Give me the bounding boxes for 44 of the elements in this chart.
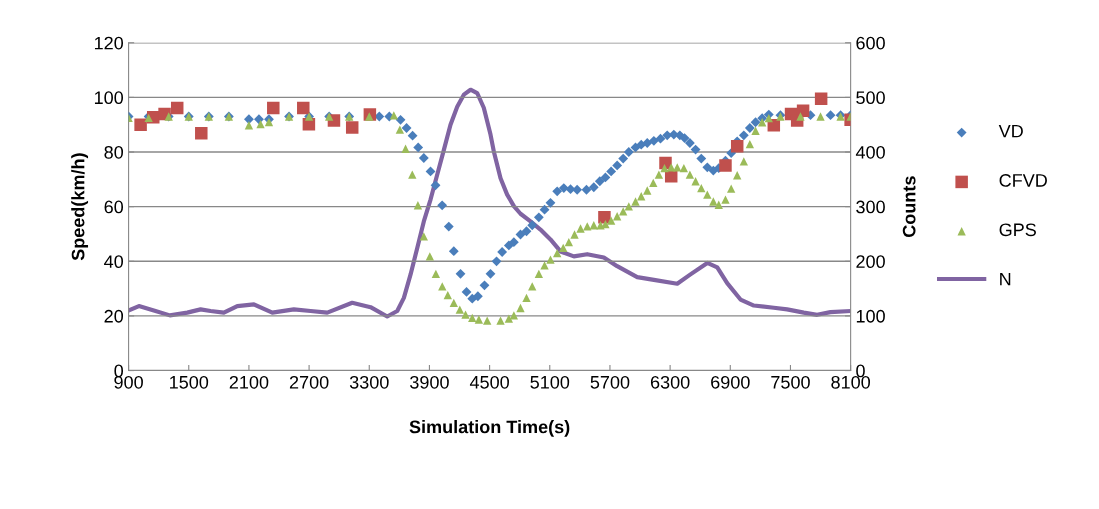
x-axis-title: Simulation Time(s) <box>409 420 570 437</box>
point <box>814 92 828 105</box>
y2-tick-label: 100 <box>856 309 885 323</box>
point <box>195 126 208 140</box>
y-tick-label: 0 <box>114 364 124 378</box>
y2-tick-label: 400 <box>855 145 885 159</box>
x-tick-label: 5100 <box>530 375 570 389</box>
x-tick-label: 1500 <box>170 375 209 389</box>
y-axis-title: Speed(km/h) <box>71 153 89 261</box>
x-tick-label: 3900 <box>410 375 449 389</box>
point <box>134 118 147 131</box>
point <box>267 101 280 115</box>
y2-tick-label: 600 <box>856 36 885 50</box>
x-tick-label: 8100 <box>831 375 871 389</box>
legend-label: GPS <box>999 223 1036 237</box>
point <box>170 101 184 115</box>
point <box>664 170 678 183</box>
y-tick-label: 80 <box>104 145 124 159</box>
x-tick-label: 5700 <box>590 375 630 389</box>
point <box>719 159 732 172</box>
y2-tick-label: 300 <box>856 200 885 214</box>
y-tick-label: 100 <box>94 91 124 105</box>
x-tick-label: 6300 <box>650 375 690 389</box>
x-tick-label: 900 <box>114 375 143 389</box>
point <box>345 121 359 134</box>
legend-label: VD <box>998 124 1023 138</box>
y-tick-label: 60 <box>104 200 124 214</box>
x-tick-label: 3300 <box>349 375 389 389</box>
x-tick-label: 6900 <box>711 375 750 389</box>
x-tick-label: 2700 <box>289 375 329 389</box>
y2-axis-title: Counts <box>902 176 916 237</box>
y2-tick-label: 0 <box>856 364 865 378</box>
legend-label: N <box>1000 272 1011 286</box>
point <box>730 140 744 153</box>
point <box>297 101 310 115</box>
x-tick-label: 2100 <box>229 375 269 389</box>
y2-tick-label: 200 <box>856 255 885 269</box>
y-tick-label: 120 <box>94 36 124 50</box>
x-tick-label: 7500 <box>771 375 810 389</box>
y-tick-label: 20 <box>104 309 124 323</box>
x-tick-label: 4500 <box>469 375 509 389</box>
y2-tick-label: 500 <box>856 91 885 105</box>
legend-label: CFVD <box>999 174 1047 187</box>
y-tick-label: 40 <box>104 255 124 269</box>
